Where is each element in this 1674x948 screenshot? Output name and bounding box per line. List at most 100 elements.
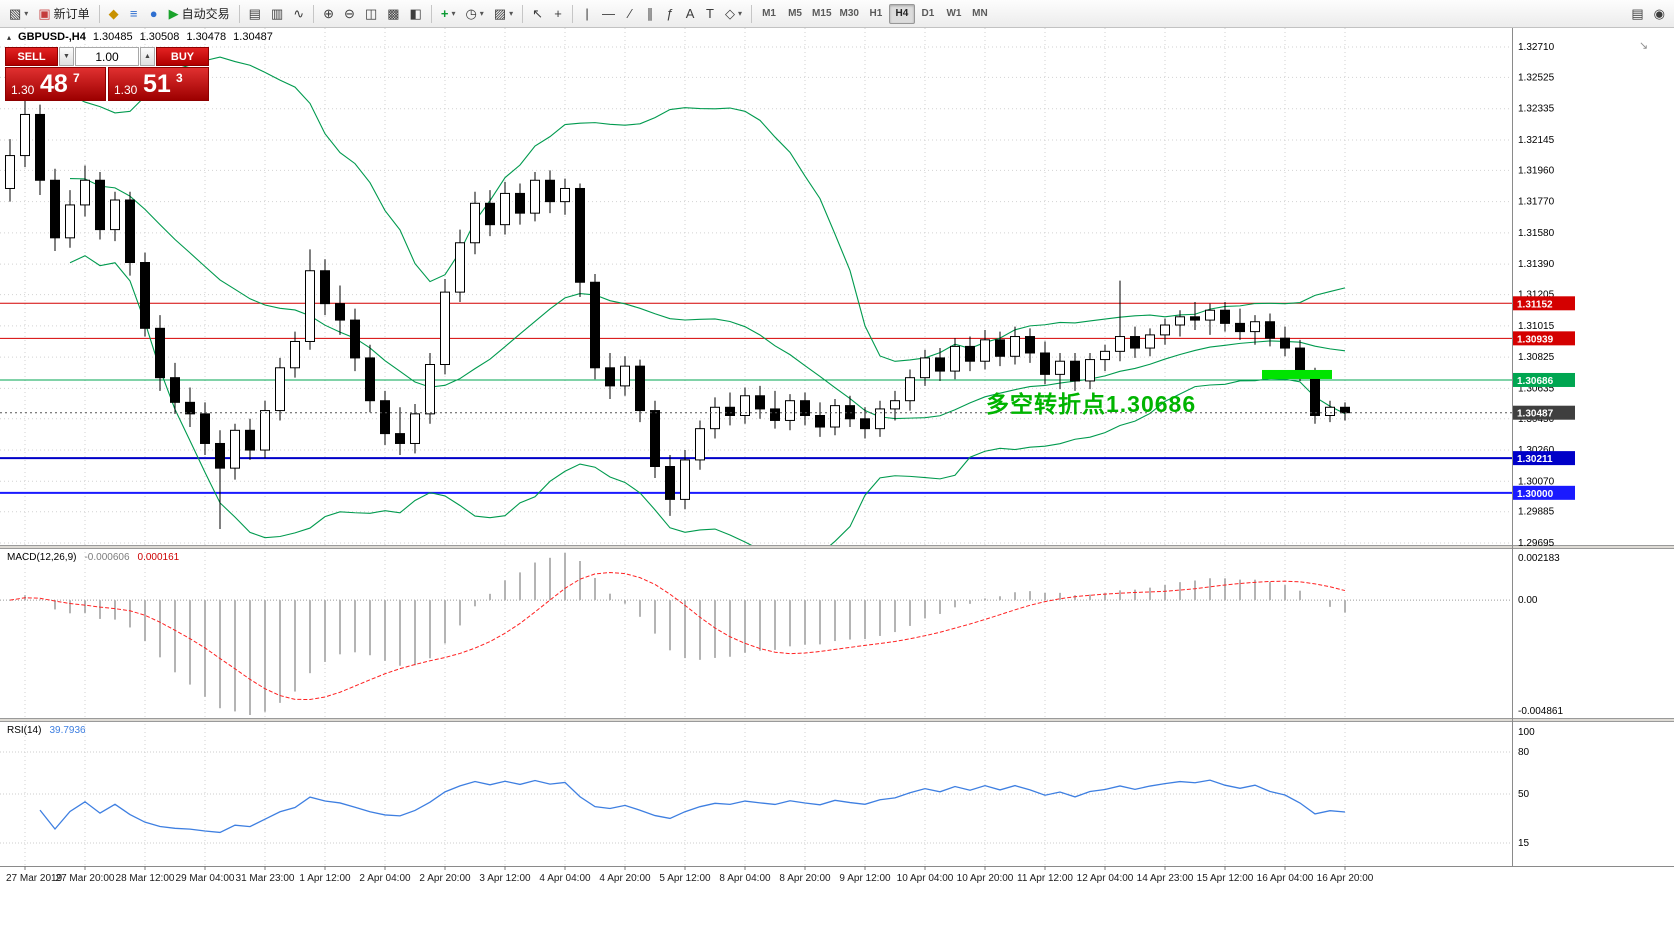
shapes-icon: ◇ xyxy=(725,6,736,21)
text-button[interactable]: A xyxy=(680,3,700,25)
chevron-down-icon: ▾ xyxy=(509,8,514,18)
buy-price-button[interactable]: 1.30 51 3 xyxy=(108,67,209,101)
cursor-button[interactable]: ↖ xyxy=(527,3,548,25)
toolbar-separator xyxy=(751,4,753,23)
toolbar-separator xyxy=(313,4,315,23)
horizontal-line-button[interactable]: — xyxy=(597,3,620,25)
svg-text:1.32710: 1.32710 xyxy=(1518,42,1555,53)
svg-text:1 Apr 12:00: 1 Apr 12:00 xyxy=(299,873,351,884)
svg-text:27 Mar 2019: 27 Mar 2019 xyxy=(6,873,63,884)
bar-chart-icon: ▤ xyxy=(248,6,261,21)
line-chart-button[interactable]: ∿ xyxy=(288,3,309,25)
print-button[interactable]: ▤ xyxy=(1626,3,1648,25)
crosshair-icon: + xyxy=(554,6,562,21)
timeframe-m15-button[interactable]: M15 xyxy=(808,4,835,24)
channel-button[interactable]: ∥ xyxy=(640,3,660,25)
symbol-period-label: GBPUSD-,H4 xyxy=(18,31,86,43)
navigator-button[interactable]: ● xyxy=(144,3,164,25)
svg-text:15 Apr 12:00: 15 Apr 12:00 xyxy=(1197,873,1254,884)
new-order-button[interactable]: ▣ 新订单 xyxy=(33,3,94,25)
trendline-button[interactable]: ∕ xyxy=(620,3,640,25)
arrange-windows-button[interactable]: ◧ xyxy=(405,3,427,25)
new-chart-icon: ▧ xyxy=(9,6,22,21)
navigator-icon: ● xyxy=(149,6,158,21)
fibonacci-button[interactable]: ƒ xyxy=(660,3,680,25)
text-label-button[interactable]: T xyxy=(700,3,720,25)
candlestick-chart-button[interactable]: ▥ xyxy=(266,3,288,25)
chart-ohlc-header: ▴ GBPUSD-,H4 1.30485 1.30508 1.30478 1.3… xyxy=(7,31,273,43)
text-icon: A xyxy=(685,6,695,21)
timeframe-m1-button[interactable]: M1 xyxy=(756,4,782,24)
scroll-to-end-icon[interactable]: ↘ xyxy=(1639,40,1649,52)
autotrade-button[interactable]: ▶ 自动交易 xyxy=(164,3,235,25)
rsi-value: 39.7936 xyxy=(49,725,86,736)
sell-price-sup: 7 xyxy=(73,71,80,85)
panel-collapse-icon[interactable]: ▴ xyxy=(7,32,12,42)
crosshair-button[interactable]: + xyxy=(548,3,568,25)
chevron-down-icon: ▾ xyxy=(451,8,456,18)
svg-text:1.32335: 1.32335 xyxy=(1518,104,1555,115)
svg-text:1.32525: 1.32525 xyxy=(1518,72,1555,83)
volume-decrease-button[interactable]: ▼ xyxy=(59,47,74,66)
cursor-icon: ↖ xyxy=(532,6,544,21)
macd-signal-value: 0.000161 xyxy=(137,552,180,563)
timeframe-mn-button[interactable]: MN xyxy=(967,4,993,24)
svg-text:4 Apr 20:00: 4 Apr 20:00 xyxy=(599,873,651,884)
svg-text:2 Apr 04:00: 2 Apr 04:00 xyxy=(359,873,411,884)
indicators-button[interactable]: + ▾ xyxy=(436,3,461,25)
zoom-in-button[interactable]: ⊕ xyxy=(318,3,339,25)
chevron-down-icon: ▾ xyxy=(479,8,484,18)
horizontal-line-icon: — xyxy=(602,6,616,21)
sell-price-big: 48 xyxy=(40,70,68,98)
volume-input[interactable] xyxy=(75,47,139,66)
zoom-out-button[interactable]: ⊖ xyxy=(339,3,360,25)
grid-layer xyxy=(0,28,1512,866)
sell-price-button[interactable]: 1.30 48 7 xyxy=(5,67,106,101)
level-lines-layer xyxy=(0,302,1512,494)
timeframe-m5-button[interactable]: M5 xyxy=(782,4,808,24)
timeframe-m30-button[interactable]: M30 xyxy=(836,4,863,24)
cascade-windows-icon: ▩ xyxy=(387,6,400,21)
rsi-panel-layer: 100 80 50 15 xyxy=(0,727,1535,849)
tile-windows-button[interactable]: ◫ xyxy=(360,3,382,25)
ohlc-low: 1.30478 xyxy=(186,31,227,43)
text-label-icon: T xyxy=(706,6,714,21)
bar-chart-button[interactable]: ▤ xyxy=(244,3,266,25)
cascade-windows-button[interactable]: ▩ xyxy=(382,3,404,25)
svg-text:1.30939: 1.30939 xyxy=(1517,334,1554,345)
help-button[interactable]: ◉ xyxy=(1649,3,1670,25)
timeframe-h1-button[interactable]: H1 xyxy=(863,4,889,24)
svg-text:1.31015: 1.31015 xyxy=(1518,321,1555,332)
chart-annotation: 多空转折点1.30686 xyxy=(986,391,1197,417)
chevron-down-icon: ▾ xyxy=(24,8,29,18)
timeframe-d1-button[interactable]: D1 xyxy=(915,4,941,24)
market-watch-button[interactable]: ≡ xyxy=(124,3,144,25)
buy-button[interactable]: BUY xyxy=(156,47,209,66)
shapes-button[interactable]: ◇ ▾ xyxy=(720,3,747,25)
periods-button[interactable]: ◷ ▾ xyxy=(460,3,488,25)
price-axis: 1.32710 1.32525 1.32335 1.32145 1.31960 1.317… xyxy=(1513,42,1575,549)
timeframe-h4-button[interactable]: H4 xyxy=(888,3,915,24)
toolbar: ▧ ▾ ▣ 新订单 ◆ ≡ ● ▶ 自动交易 ▤ ▥ ∿ xyxy=(0,0,1674,28)
volume-increase-button[interactable]: ▲ xyxy=(140,47,155,66)
templates-button[interactable]: ▨ ▾ xyxy=(489,3,518,25)
vertical-line-button[interactable]: | xyxy=(577,3,597,25)
templates-icon: ▨ xyxy=(493,6,507,21)
buy-label: BUY xyxy=(170,50,195,63)
toolbar-separator xyxy=(238,4,240,23)
zoom-in-icon: ⊕ xyxy=(323,6,335,21)
sell-button[interactable]: SELL xyxy=(5,47,58,66)
svg-text:0.002183: 0.002183 xyxy=(1518,553,1560,564)
svg-text:1.30260: 1.30260 xyxy=(1518,445,1555,456)
macd-indicator-label: MACD(12,26,9) -0.000606 0.000161 xyxy=(7,552,179,563)
svg-text:1.30211: 1.30211 xyxy=(1517,454,1553,465)
new-chart-button[interactable]: ▧ ▾ xyxy=(4,3,33,25)
candles-layer xyxy=(5,99,1350,530)
timeframe-w1-button[interactable]: W1 xyxy=(941,4,967,24)
arrange-windows-icon: ◧ xyxy=(409,6,422,21)
svg-text:80: 80 xyxy=(1518,747,1530,758)
profile-button[interactable]: ◆ xyxy=(104,3,124,25)
